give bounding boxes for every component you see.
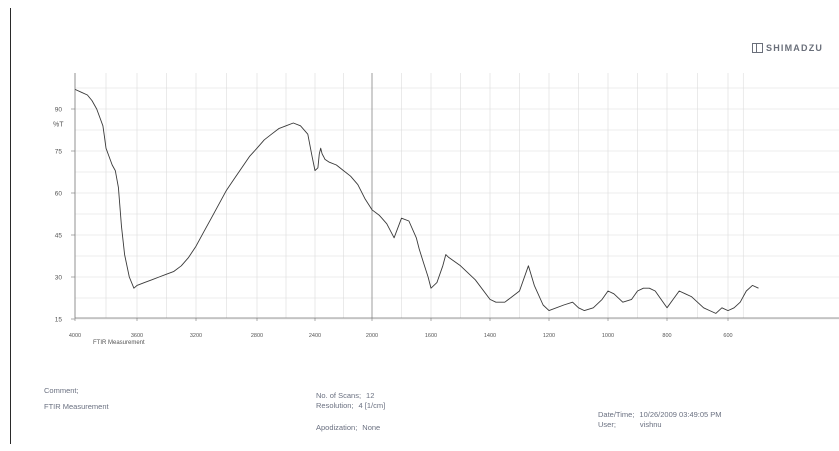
shimadzu-logo-icon — [752, 43, 763, 53]
ftir-spectrum-chart: 15 30 45 60 75 90 4000 3600 3200 2800 2400 2000 160… — [53, 73, 839, 346]
x-tick-label: 1600 — [425, 333, 437, 339]
spectrum-series — [74, 88, 759, 314]
x-tick-label: 4000 — [69, 333, 81, 339]
y-tick-label: 75 — [55, 149, 63, 156]
scans-value: 12 — [366, 391, 375, 400]
x-tick-label: 3600 — [131, 333, 143, 339]
datetime-value: 10/26/2009 03:49:05 PM — [639, 410, 722, 419]
x-tick-label: 2000 — [366, 333, 378, 339]
resolution-label: Resolution; — [316, 401, 354, 410]
user-label: User; — [598, 420, 616, 429]
apodization-label: Apodization; — [316, 423, 358, 432]
x-axis-caption: FTIR Measurement — [93, 340, 145, 346]
shimadzu-brand-name: SHIMADZU — [766, 43, 824, 53]
x-tick-label: 2800 — [251, 333, 263, 339]
y-tick-labels: 15 30 45 60 75 90 — [55, 107, 75, 324]
x-tick-label: 1400 — [484, 333, 496, 339]
resolution-value: 4 [1/cm] — [358, 401, 386, 410]
x-tick-labels: 4000 3600 3200 2800 2400 2000 1600 1400 1200 1000… — [69, 318, 733, 339]
page-left-rule — [10, 8, 11, 444]
x-tick-label: 1200 — [543, 333, 555, 339]
y-tick-label: 30 — [55, 275, 63, 282]
apodization-value: None — [362, 423, 381, 432]
apodization-row: Apodization; None — [316, 423, 380, 432]
x-tick-label: 800 — [662, 333, 671, 339]
x-tick-label: 3200 — [190, 333, 202, 339]
spectrum-line — [74, 88, 759, 314]
y-tick-label: 15 — [55, 317, 63, 324]
comment-label: Comment; — [44, 386, 79, 395]
y-tick-label: 90 — [55, 107, 63, 114]
chart-grid — [75, 73, 839, 320]
y-axis-label: %T — [53, 121, 64, 128]
shimadzu-logo: SHIMADZU — [752, 41, 839, 55]
scans-row: No. of Scans; 12 — [316, 391, 374, 400]
datetime-row: Date/Time; 10/26/2009 03:49:05 PM — [598, 410, 722, 419]
user-value: vishnu — [639, 420, 662, 429]
user-row: User; vishnu — [598, 420, 662, 429]
chart-axes — [74, 73, 839, 319]
x-tick-label: 600 — [723, 333, 732, 339]
y-tick-label: 45 — [55, 233, 63, 240]
y-tick-label: 60 — [55, 191, 63, 198]
comment-value: FTIR Measurement — [44, 402, 109, 411]
x-tick-label: 2400 — [309, 333, 321, 339]
datetime-label: Date/Time; — [598, 410, 635, 419]
x-tick-label: 1000 — [602, 333, 614, 339]
scans-label: No. of Scans; — [316, 391, 362, 400]
resolution-row: Resolution; 4 [1/cm] — [316, 401, 385, 410]
